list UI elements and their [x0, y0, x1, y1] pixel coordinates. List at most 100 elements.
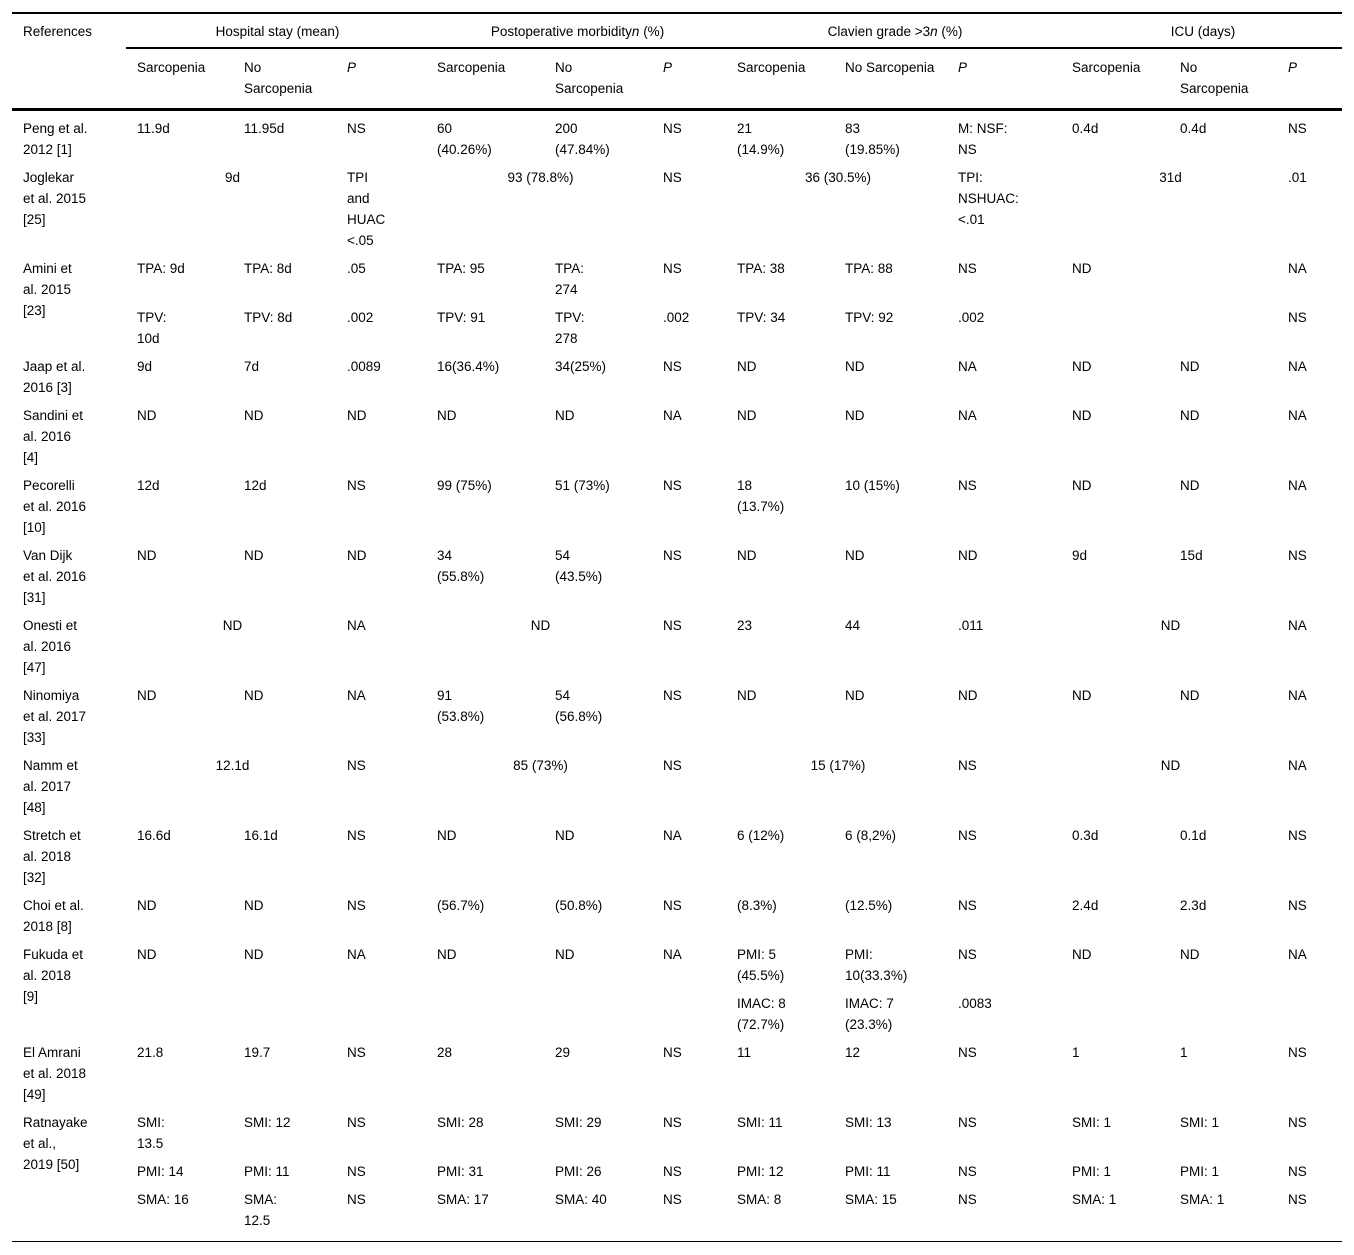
table-cell: ND	[137, 408, 157, 423]
table-cell: NS	[958, 1115, 977, 1130]
table-cell: ND	[555, 828, 575, 843]
subheader-no-sarcopenia: No Sarcopenia	[233, 48, 336, 111]
table-cell: ND	[845, 359, 865, 374]
table-cell: 91 (53.8%)	[437, 688, 485, 724]
table-cell: ND	[845, 688, 865, 703]
table-cell: 11.9d	[137, 121, 170, 136]
table-cell: ND	[1160, 758, 1181, 773]
table-cell: ND	[1072, 688, 1092, 703]
table-cell: ND	[437, 408, 457, 423]
table-row: Ratnayake et al., 2019 [50] SMI: 13.5 SM…	[12, 1105, 1342, 1172]
reference-cell: Peng et al. 2012 [1]	[23, 121, 88, 157]
table-row: Pecorelli et al. 2016 [10] 12d 12d NS 99…	[12, 468, 1342, 538]
table-row: PMI: 14 PMI: 11 NS PMI: 31 PMI: 26 NS PM…	[12, 1154, 1342, 1182]
table-cell: 6 (12%)	[737, 828, 785, 843]
table-cell: TPA: 88	[845, 261, 893, 276]
table-cell: NA	[1288, 408, 1307, 423]
table-cell: PMI: 10(33.3%)	[845, 947, 908, 983]
table-cell: 21 (14.9%)	[737, 121, 785, 157]
table-row: TPV: 10d TPV: 8d .002 TPV: 91 TPV: 278 .…	[12, 300, 1342, 349]
table-cell: NA	[1288, 758, 1307, 773]
table-cell: IMAC: 7 (23.3%)	[845, 996, 894, 1032]
table-cell: 51 (73%)	[555, 478, 610, 493]
table-cell: .05	[347, 261, 366, 276]
table-cell: NS	[347, 1115, 366, 1130]
table-cell: PMI: 14	[137, 1164, 184, 1179]
table-cell: NA	[1288, 478, 1307, 493]
table-cell: ND	[1072, 947, 1092, 962]
table-cell	[1169, 251, 1277, 300]
table-cell: NS	[958, 1164, 977, 1179]
table-cell: TPV: 92	[845, 310, 894, 325]
table-cell: NS	[347, 898, 366, 913]
table-cell: ND	[1072, 408, 1092, 423]
group-header-row: References Hospital stay (mean) Postoper…	[12, 13, 1343, 111]
subheader-no-sarcopenia: No Sarcopenia	[544, 48, 653, 111]
table-cell: NS	[663, 618, 682, 633]
table-row: SMA: 16 SMA: 12.5 NS SMA: 17 SMA: 40 NS …	[12, 1182, 1342, 1242]
table-cell: TPV: 278	[555, 310, 585, 346]
table-cell: NS	[663, 1164, 682, 1179]
table-cell: ND	[555, 408, 575, 423]
table-cell: NA	[1288, 359, 1307, 374]
table-cell: 2.3d	[1180, 898, 1207, 913]
table-cell: ND	[737, 688, 757, 703]
table-cell: 7d	[244, 359, 260, 374]
table-cell: NS	[347, 1192, 366, 1207]
table-cell: 12d	[137, 478, 160, 493]
table-cell: SMA: 17	[437, 1192, 489, 1207]
table-cell: ND	[1180, 359, 1200, 374]
table-row: Stretch et al. 2018 [32] 16.6d 16.1d NS …	[12, 818, 1342, 888]
table-cell: TPV: 8d	[244, 310, 293, 325]
table-cell: TPI: NSHUAC: <.01	[958, 170, 1019, 227]
table-cell: NS	[347, 758, 366, 773]
table-row: Ninomiya et al. 2017 [33] ND ND NA 91 (5…	[12, 678, 1342, 748]
table-cell: NA	[958, 359, 977, 374]
table-cell: NS	[1288, 1115, 1307, 1130]
reference-cell: Jaap et al. 2016 [3]	[23, 359, 86, 395]
table-cell: ND	[958, 548, 978, 563]
group-header-postoperative-morbidity: Postoperative morbidityn (%)	[426, 13, 727, 49]
table-cell: 83 (19.85%)	[845, 121, 900, 157]
table-cell: 54 (56.8%)	[555, 688, 603, 724]
table-cell: ND	[437, 828, 457, 843]
group-header-hospital-stay: Hospital stay (mean)	[126, 13, 427, 49]
table-row: Amini et al. 2015 [23] TPA: 9d TPA: 8d .…	[12, 251, 1342, 318]
table-cell: NA	[347, 688, 366, 703]
reference-cell: Stretch et al. 2018 [32]	[23, 828, 81, 885]
table-cell: PMI: 11	[845, 1164, 891, 1179]
table-cell: TPA: 8d	[244, 261, 292, 276]
subheader-no-sarcopenia: No Sarcopenia	[834, 48, 948, 111]
table-cell: 6 (8,2%)	[845, 828, 897, 843]
reference-cell: Sandini et al. 2016 [4]	[23, 408, 84, 465]
table-cell: ND	[244, 898, 264, 913]
table-cell: ND	[437, 947, 457, 962]
table-cell: PMI: 5 (45.5%)	[737, 947, 785, 983]
table-cell: (56.7%)	[437, 898, 485, 913]
table-cell: ND	[347, 548, 367, 563]
subheader-sarcopenia: Sarcopenia	[426, 48, 545, 111]
table-cell: 0.4d	[1072, 121, 1099, 136]
table-cell	[652, 986, 726, 1035]
table-cell: NS	[347, 121, 366, 136]
group-label: Postoperative morbidity	[490, 24, 632, 39]
table-cell: 93 (78.8%)	[507, 170, 574, 185]
table-cell: ND	[137, 688, 157, 703]
table-cell: 2.4d	[1072, 898, 1099, 913]
table-cell: PMI: 26	[555, 1164, 602, 1179]
table-cell: SMI: 11	[737, 1115, 783, 1130]
table-cell: 1	[1180, 1045, 1188, 1060]
table-cell: ND	[137, 548, 157, 563]
table-cell: NA	[1288, 618, 1307, 633]
subheader-sarcopenia: Sarcopenia	[1061, 48, 1170, 111]
reference-cell: Van Dijk et al. 2016 [31]	[23, 548, 87, 605]
table-cell: PMI: 1	[1072, 1164, 1112, 1179]
table-cell: NS	[347, 1164, 366, 1179]
table-cell: NS	[663, 170, 682, 185]
group-label-italic: n	[631, 24, 640, 39]
table-cell: .01	[1288, 170, 1307, 185]
table-cell: 200 (47.84%)	[555, 121, 610, 157]
table-cell: .002	[347, 310, 374, 325]
table-cell: ND	[530, 618, 551, 633]
table-cell	[1061, 986, 1169, 1035]
